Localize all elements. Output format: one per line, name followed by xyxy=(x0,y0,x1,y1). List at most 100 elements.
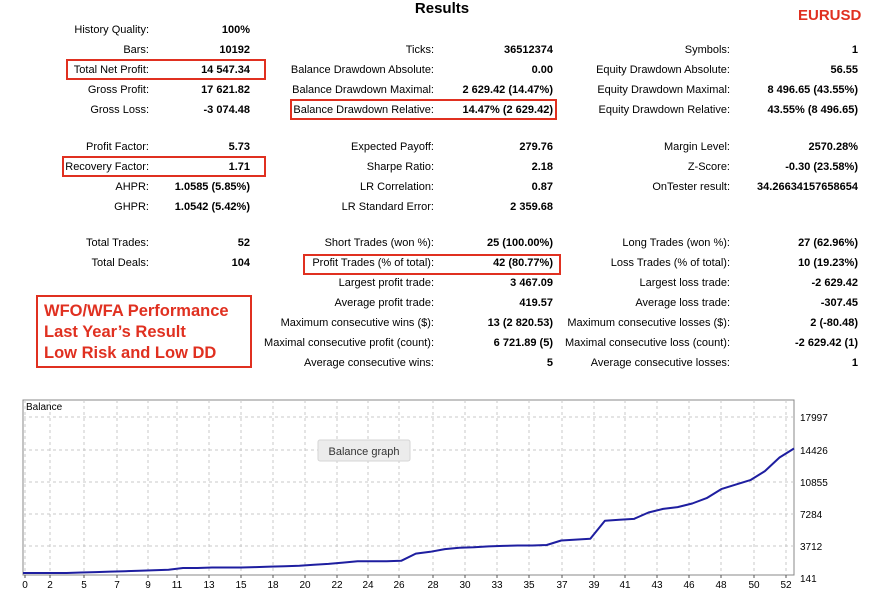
x-tick-label: 50 xyxy=(748,580,760,591)
y-tick-label: 3712 xyxy=(800,542,823,553)
stat-value-equity-dd-abs: 56.55 xyxy=(830,64,858,76)
stat-value-profit-trades: 42 (80.77%) xyxy=(493,257,553,269)
x-tick-label: 30 xyxy=(459,580,471,591)
balance-line xyxy=(23,447,795,574)
stat-label-gross-loss: Gross Loss: xyxy=(90,104,149,116)
stat-label-margin-level: Margin Level: xyxy=(663,141,730,153)
stat-value-largest-profit: 3 467.09 xyxy=(510,277,553,289)
y-tick-label: 14426 xyxy=(800,446,828,457)
performance-note: WFO/WFA Performance Last Year’s Result L… xyxy=(36,295,252,368)
note-line-3: Low Risk and Low DD xyxy=(44,344,217,362)
x-tick-label: 37 xyxy=(556,580,568,591)
balance-chart-svg: 17997 14426 10855 7284 3712 141 0 2 5 7 9 11 13 15 18 2… xyxy=(22,399,828,591)
x-tick-label: 43 xyxy=(651,580,663,591)
y-tick-label: 141 xyxy=(800,574,817,585)
stat-value-expected-payoff: 279.76 xyxy=(519,141,553,153)
stat-value-equity-dd-rel: 43.55% (8 496.65) xyxy=(767,104,858,116)
stat-label-max-consec-losses: Maximum consecutive losses ($): xyxy=(567,317,730,329)
stat-value-ghpr: 1.0542 (5.42%) xyxy=(174,201,250,213)
stat-label-long-trades: Long Trades (won %): xyxy=(622,237,730,249)
stat-label-largest-loss: Largest loss trade: xyxy=(639,277,731,289)
stat-label-maximal-consec-loss: Maximal consecutive loss (count): xyxy=(564,337,730,349)
stat-label-symbols: Symbols: xyxy=(684,44,730,56)
stat-label-expected-payoff: Expected Payoff: xyxy=(351,141,434,153)
stat-value-symbols: 1 xyxy=(851,44,858,56)
x-tick-label: 28 xyxy=(427,580,439,591)
stat-label-total-net-profit: Total Net Profit: xyxy=(73,64,149,76)
stat-label-profit-trades: Profit Trades (% of total): xyxy=(312,257,434,269)
note-line-1: WFO/WFA Performance xyxy=(44,302,229,320)
highlight-total-net-profit xyxy=(66,59,266,80)
x-tick-label: 39 xyxy=(588,580,600,591)
stat-label-total-deals: Total Deals: xyxy=(91,257,149,269)
stat-value-total-trades: 52 xyxy=(237,237,250,249)
stat-value-maximal-consec-profit: 6 721.89 (5) xyxy=(493,337,553,349)
results-title: Results xyxy=(414,0,470,17)
y-tick-label: 17997 xyxy=(800,413,828,424)
stat-value-largest-loss: -2 629.42 xyxy=(811,277,858,289)
stat-value-gross-profit: 17 621.82 xyxy=(201,84,250,96)
stat-value-long-trades: 27 (62.96%) xyxy=(798,237,858,249)
stat-label-max-consec-wins: Maximum consecutive wins ($): xyxy=(280,317,434,329)
plot-area xyxy=(22,399,795,576)
y-tick-label: 10855 xyxy=(800,478,828,489)
x-tick-label: 46 xyxy=(683,580,695,591)
x-tick-label: 52 xyxy=(780,580,792,591)
chart-title: Balance xyxy=(26,402,63,413)
stat-label-equity-dd-rel: Equity Drawdown Relative: xyxy=(598,104,730,116)
stat-value-ontester: 34.26634157658654 xyxy=(757,181,858,193)
stat-label-ontester: OnTester result: xyxy=(652,181,730,193)
x-tick-label: 0 xyxy=(22,580,28,591)
stat-value-max-consec-losses: 2 (-80.48) xyxy=(810,317,858,329)
stat-label-z-score: Z-Score: xyxy=(687,161,730,173)
stat-label-avg-consec-wins: Average consecutive wins: xyxy=(303,357,434,369)
stat-value-total-deals: 104 xyxy=(231,257,250,269)
stat-label-balance-dd-abs: Balance Drawdown Absolute: xyxy=(290,64,434,76)
x-tick-label: 20 xyxy=(299,580,311,591)
stat-value-maximal-consec-loss: -2 629.42 (1) xyxy=(795,337,858,349)
x-tick-label: 26 xyxy=(393,580,405,591)
x-tick-label: 5 xyxy=(81,580,87,591)
stat-value-sharpe: 2.18 xyxy=(531,161,553,173)
highlight-recovery-factor xyxy=(62,156,266,177)
stat-label-lr-corr: LR Correlation: xyxy=(360,181,434,193)
stat-value-ahpr: 1.0585 (5.85%) xyxy=(174,181,250,193)
stat-label-lr-std-err: LR Standard Error: xyxy=(341,201,434,213)
x-tick-label: 7 xyxy=(114,580,120,591)
stat-value-balance-dd-max: 2 629.42 (14.47%) xyxy=(462,84,553,96)
stat-value-lr-std-err: 2 359.68 xyxy=(510,201,553,213)
stat-value-gross-loss: -3 074.48 xyxy=(203,104,250,116)
stat-value-equity-dd-max: 8 496.65 (43.55%) xyxy=(767,84,858,96)
stat-label-maximal-consec-profit: Maximal consecutive profit (count): xyxy=(264,337,434,349)
stat-value-short-trades: 25 (100.00%) xyxy=(486,237,553,249)
stat-value-avg-consec-losses: 1 xyxy=(851,357,858,369)
stat-value-balance-dd-abs: 0.00 xyxy=(531,64,553,76)
x-tick-label: 9 xyxy=(145,580,151,591)
stat-value-loss-trades: 10 (19.23%) xyxy=(798,257,858,269)
stat-label-profit-factor: Profit Factor: xyxy=(86,141,149,153)
stat-value-history-quality: 100% xyxy=(221,24,250,36)
stat-label-recovery-factor: Recovery Factor: xyxy=(65,161,149,173)
balance-graph-tooltip xyxy=(317,439,411,462)
stat-value-avg-loss: -307.45 xyxy=(820,297,858,309)
stat-label-avg-loss: Average loss trade: xyxy=(635,297,730,309)
x-tick-label: 11 xyxy=(172,580,183,591)
x-tick-label: 33 xyxy=(491,580,503,591)
x-tick-label: 18 xyxy=(267,580,279,591)
stat-value-avg-profit: 419.57 xyxy=(519,297,553,309)
x-tick-label: 48 xyxy=(715,580,727,591)
stat-label-gross-profit: Gross Profit: xyxy=(87,84,149,96)
stat-label-ahpr: AHPR: xyxy=(115,181,149,193)
stat-value-z-score: -0.30 (23.58%) xyxy=(785,161,858,173)
stat-value-profit-factor: 5.73 xyxy=(228,141,250,153)
stat-label-history-quality: History Quality: xyxy=(74,24,149,36)
highlight-profit-trades xyxy=(303,254,561,275)
stat-value-margin-level: 2570.28% xyxy=(808,141,858,153)
stat-label-sharpe: Sharpe Ratio: xyxy=(366,161,434,173)
stat-label-ghpr: GHPR: xyxy=(114,201,149,213)
stat-label-bars: Bars: xyxy=(123,44,149,56)
note-line-2: Last Year’s Result xyxy=(44,323,186,341)
symbol-badge: EURUSD xyxy=(798,7,862,24)
x-tick-label: 24 xyxy=(362,580,374,591)
stat-label-total-trades: Total Trades: xyxy=(86,237,149,249)
